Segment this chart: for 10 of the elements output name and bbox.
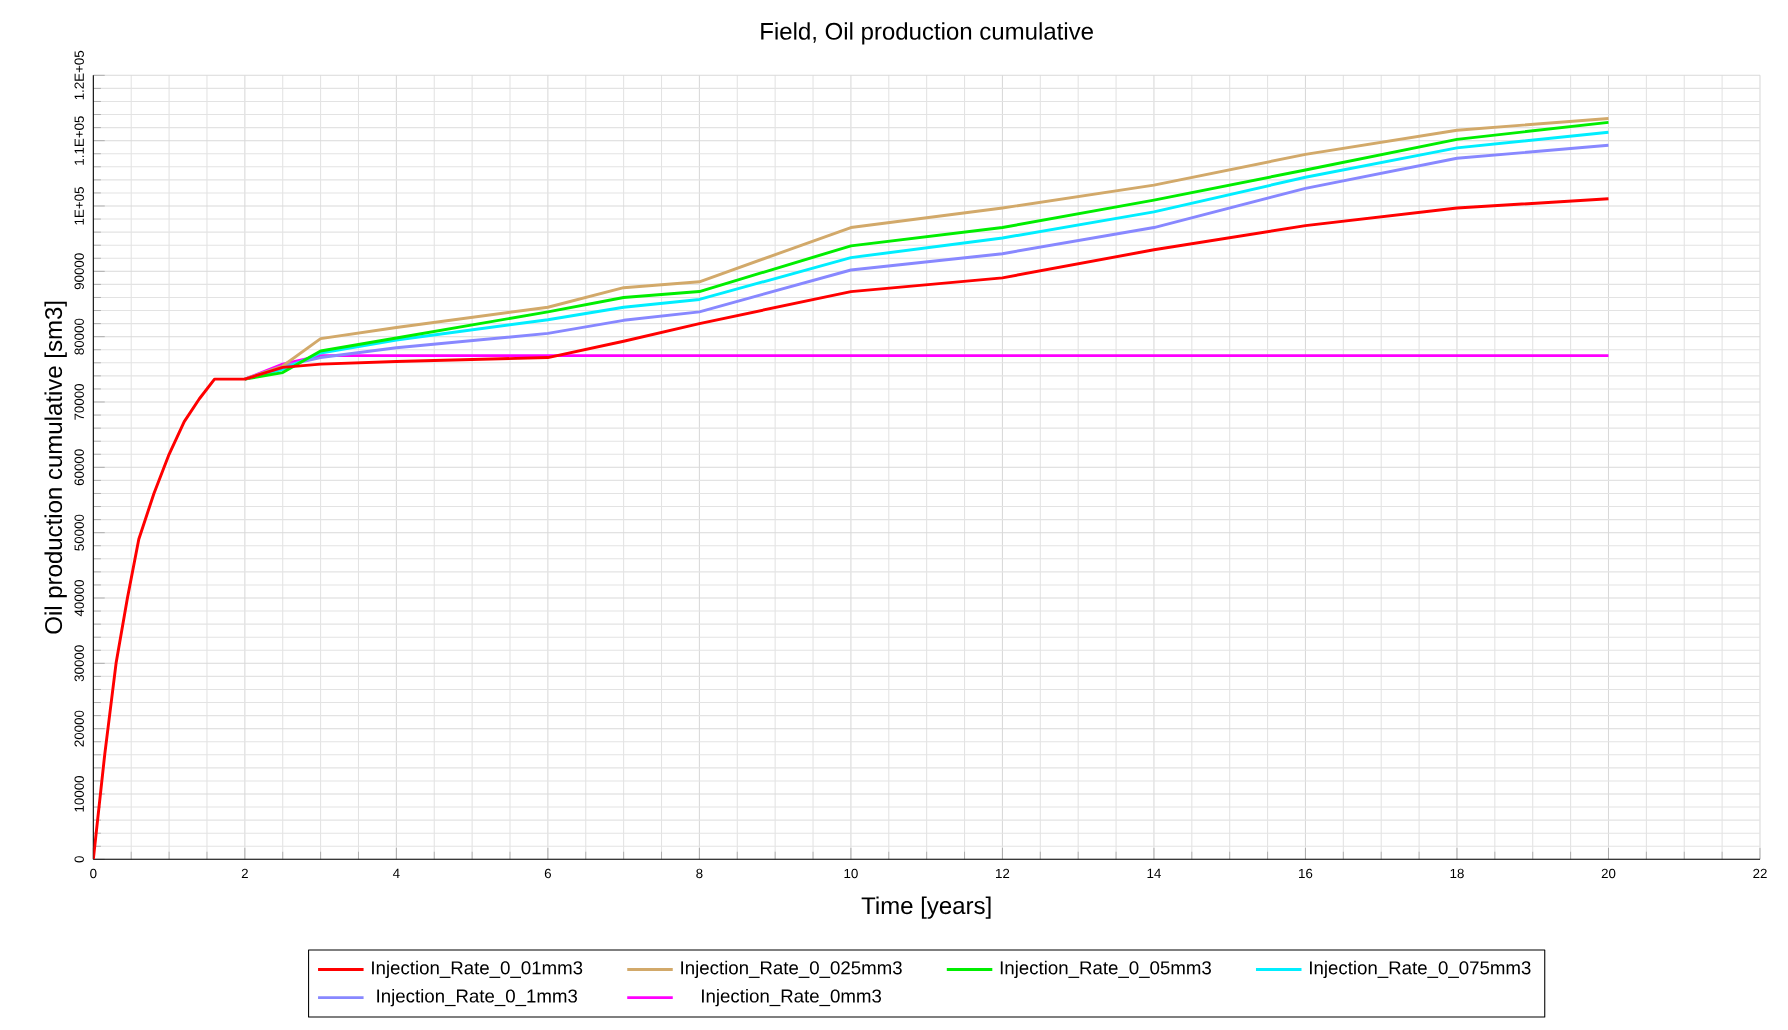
x-axis-title: Time [years] bbox=[861, 896, 991, 919]
legend-label: Injection_Rate_0_1mm3 bbox=[377, 988, 578, 1007]
line-series bbox=[93, 197, 1610, 860]
legend-label: Injection_Rate_0mm3 bbox=[702, 988, 882, 1007]
legend-label: Injection_Rate_0_01mm3 bbox=[372, 960, 583, 979]
legend-label: Injection_Rate_0_025mm3 bbox=[681, 960, 902, 979]
legend-label: Injection_Rate_0_05mm3 bbox=[1000, 960, 1211, 979]
legend-label: Injection_Rate_0_075mm3 bbox=[1310, 960, 1531, 979]
y-axis-title: Oil production cumulative [sm3] bbox=[44, 301, 67, 634]
chart-title: Field, Oil production cumulative bbox=[761, 22, 1093, 45]
